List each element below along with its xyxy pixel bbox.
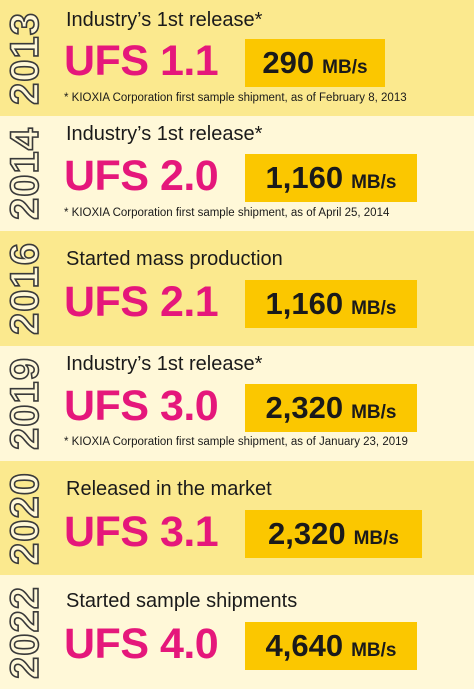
- speed-unit: MB/s: [351, 172, 397, 193]
- speed-unit: MB/s: [351, 402, 397, 423]
- speed-badge: 4,640 MB/s: [245, 622, 417, 670]
- year-label: 2022: [2, 585, 48, 680]
- product-name: UFS 2.0: [64, 152, 219, 200]
- release-row-2014: 2014 Industry’s 1st release* UFS 2.0 1,1…: [0, 116, 474, 231]
- product-name: UFS 3.1: [64, 508, 219, 556]
- speed-value: 290: [262, 45, 315, 80]
- release-row-2020: 2020 Released in the market UFS 3.1 2,32…: [0, 461, 474, 575]
- speed-badge: 1,160 MB/s: [245, 154, 417, 202]
- release-headline: Industry’s 1st release*: [66, 9, 263, 31]
- speed-unit: MB/s: [351, 298, 397, 319]
- speed-unit: MB/s: [351, 640, 397, 661]
- speed-value: 2,320: [268, 516, 346, 551]
- product-name: UFS 2.1: [64, 278, 219, 326]
- speed-unit: MB/s: [353, 528, 399, 549]
- release-row-2016: 2016 Started mass production UFS 2.1 1,1…: [0, 231, 474, 346]
- release-headline: Started sample shipments: [66, 590, 298, 612]
- speed-badge: 2,320 MB/s: [245, 510, 422, 558]
- speed-value: 1,160: [265, 160, 344, 195]
- release-headline: Released in the market: [66, 478, 272, 500]
- product-name: UFS 1.1: [64, 37, 219, 85]
- year-label: 2019: [2, 356, 48, 451]
- year-label: 2013: [2, 11, 48, 106]
- release-row-2013: 2013 Industry’s 1st release* UFS 1.1 290…: [0, 0, 474, 116]
- product-name: UFS 4.0: [64, 620, 219, 668]
- product-name: UFS 3.0: [64, 382, 219, 430]
- release-row-2019: 2019 Industry’s 1st release* UFS 3.0 2,3…: [0, 346, 474, 461]
- year-label: 2020: [2, 471, 48, 566]
- year-label: 2014: [2, 126, 48, 221]
- footnote: * KIOXIA Corporation first sample shipme…: [64, 207, 390, 219]
- speed-value: 4,640: [265, 628, 344, 663]
- speed-badge: 2,320 MB/s: [245, 384, 417, 432]
- speed-badge: 290 MB/s: [245, 39, 385, 87]
- footnote: * KIOXIA Corporation first sample shipme…: [64, 436, 408, 448]
- release-row-2022: 2022 Started sample shipments UFS 4.0 4,…: [0, 575, 474, 689]
- release-headline: Started mass production: [66, 248, 283, 270]
- speed-value: 1,160: [265, 286, 344, 321]
- footnote: * KIOXIA Corporation first sample shipme…: [64, 92, 407, 104]
- speed-unit: MB/s: [322, 57, 368, 78]
- speed-badge: 1,160 MB/s: [245, 280, 417, 328]
- release-headline: Industry’s 1st release*: [66, 123, 263, 145]
- year-label: 2016: [2, 241, 48, 336]
- speed-value: 2,320: [265, 390, 344, 425]
- release-headline: Industry’s 1st release*: [66, 353, 263, 375]
